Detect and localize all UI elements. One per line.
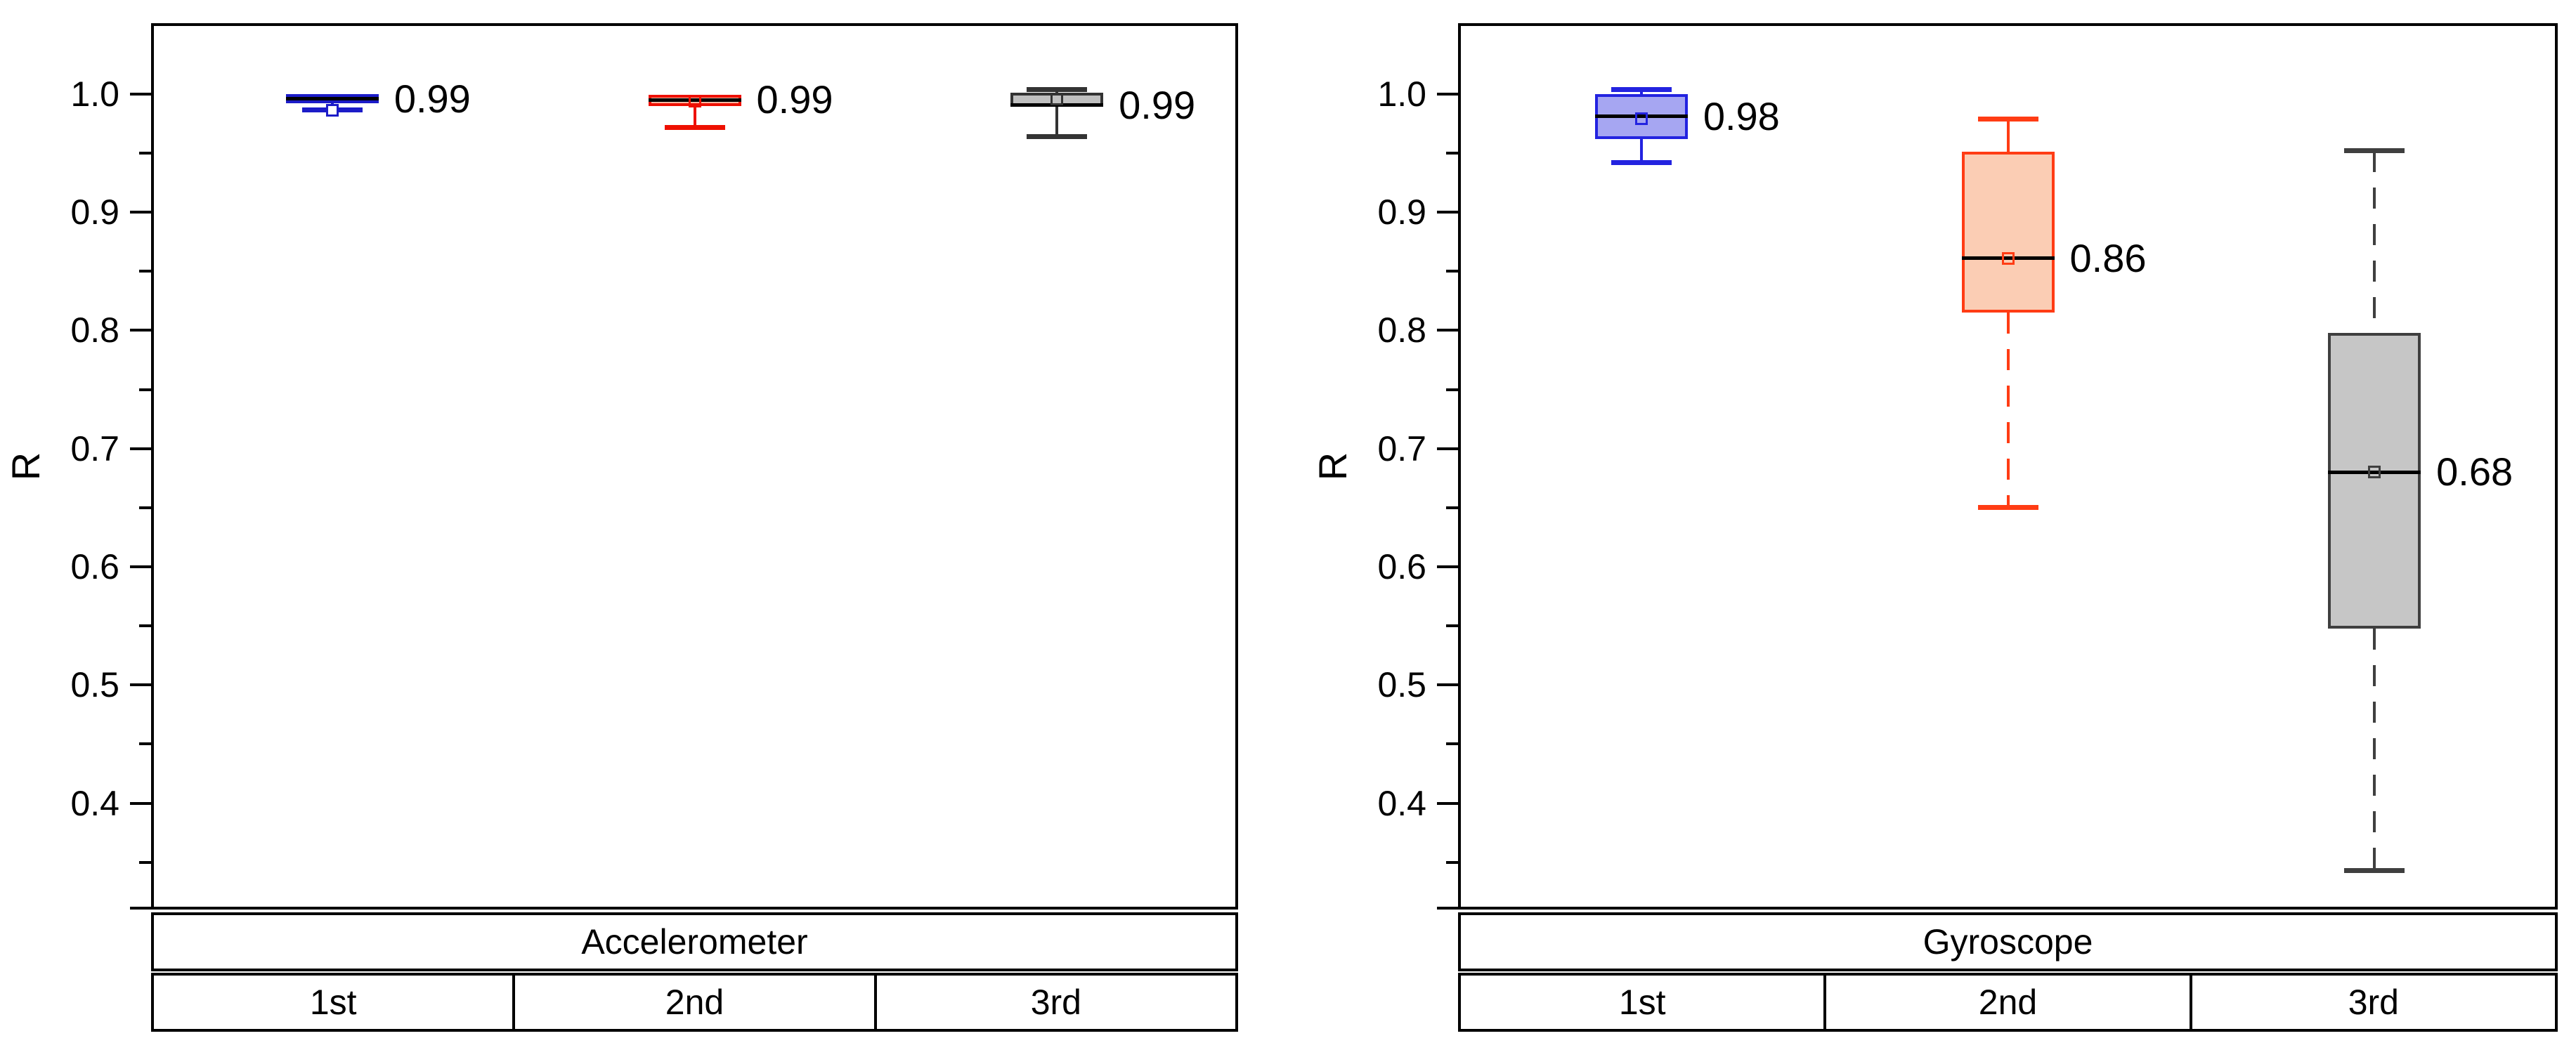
gyroscope-y-tick-label: 0.9 (1377, 192, 1426, 232)
gyroscope-box-3rd-median-line (2328, 470, 2421, 474)
gyroscope-box-1st-upper-cap (1611, 86, 1672, 92)
gyroscope-y-major-tick (1437, 92, 1458, 96)
accelerometer-box-2nd-lower-cap (664, 124, 725, 130)
accelerometer-y-major-tick (130, 92, 151, 96)
gyroscope-y-minor-tick (1446, 624, 1458, 628)
gyroscope-box-2nd-median-line (1961, 256, 2055, 261)
gyroscope-y-minor-tick (1446, 270, 1458, 273)
accelerometer-y-minor-tick (139, 152, 151, 155)
gyroscope-y-major-tick (1437, 447, 1458, 450)
accelerometer-y-tick-label: 0.5 (70, 665, 119, 705)
accelerometer-box-1st-mean-marker (325, 103, 339, 117)
gyroscope-y-tick-label: 0.7 (1377, 428, 1426, 468)
gyroscope-axis-end-tick (1437, 907, 1458, 910)
accelerometer-y-tick-label: 0.6 (70, 547, 119, 587)
accelerometer-box-2nd-mean-marker (688, 95, 701, 108)
gyroscope-box-2nd-rect (1961, 152, 2055, 313)
gyroscope-box-2nd-mean-marker (2001, 251, 2015, 265)
accelerometer-y-major-tick (130, 329, 151, 332)
gyroscope-box-2nd-upper-cap (1977, 116, 2038, 122)
gyroscope-y-major-tick (1437, 565, 1458, 569)
accelerometer-box-2nd-median-line (648, 98, 741, 102)
accelerometer-y-axis-title: R (4, 452, 48, 481)
gyroscope-box-1st-mean-marker (1634, 112, 1648, 126)
accelerometer-box-1st-value-label: 0.99 (393, 76, 471, 121)
accelerometer-category-band: 1st 2nd 3rd (151, 973, 1238, 1032)
accelerometer-category-cell-1st: 1st (309, 983, 357, 1022)
gyroscope-box-2nd-upper-whisker (2006, 119, 2010, 152)
gyroscope-category-cell-2nd: 2nd (1823, 976, 2189, 1029)
gyroscope-box-1st-median-line (1594, 114, 1688, 119)
accelerometer-y-major-tick (130, 801, 151, 805)
gyroscope-y-tick-label: 0.8 (1377, 310, 1426, 350)
accelerometer-box-3rd-lower-whisker (1055, 105, 1059, 137)
gyroscope-y-minor-tick (1446, 860, 1458, 864)
accelerometer-y-minor-tick (139, 506, 151, 509)
gyroscope-y-minor-tick (1446, 506, 1458, 509)
gyroscope-category-cell-3rd: 3rd (2189, 976, 2555, 1029)
gyroscope-y-major-tick (1437, 211, 1458, 214)
gyroscope-box-1st-lower-whisker (1639, 138, 1643, 163)
accelerometer-y-minor-tick (139, 624, 151, 628)
accelerometer-box-3rd-mean-marker (1050, 92, 1064, 105)
accelerometer-y-tick-label: 0.8 (70, 310, 119, 350)
gyroscope-box-2nd-lower-whisker (2006, 313, 2010, 508)
accelerometer-y-tick-label: 0.7 (70, 428, 119, 468)
accelerometer-y-minor-tick (139, 270, 151, 273)
accelerometer-y-major-tick (130, 565, 151, 569)
gyroscope-box-2nd-lower-cap (1977, 505, 2038, 511)
accelerometer-title-band: Accelerometer (151, 912, 1238, 971)
accelerometer-y-major-tick (130, 683, 151, 687)
gyroscope-y-minor-tick (1446, 388, 1458, 391)
gyroscope-y-minor-tick (1446, 152, 1458, 155)
gyroscope-y-tick-label: 0.4 (1377, 783, 1426, 823)
gyroscope-category-cell-1st: 1st (1618, 983, 1666, 1022)
gyroscope-box-3rd-upper-whisker (2373, 150, 2376, 333)
accelerometer-y-major-tick (130, 211, 151, 214)
gyroscope-box-2nd-value-label: 0.86 (2069, 235, 2147, 280)
accelerometer-box-3rd-median-line (1010, 103, 1104, 107)
gyroscope-box-1st-lower-cap (1611, 160, 1672, 166)
accelerometer-y-minor-tick (139, 860, 151, 864)
gyroscope-title-band: Gyroscope (1458, 912, 2558, 971)
gyroscope-y-tick-label: 0.5 (1377, 665, 1426, 705)
gyroscope-box-3rd-lower-whisker (2373, 628, 2376, 871)
gyroscope-box-1st-value-label: 0.98 (1703, 93, 1780, 138)
accelerometer-box-3rd-upper-cap (1027, 86, 1088, 92)
gyroscope-y-tick-label: 1.0 (1377, 74, 1426, 114)
gyroscope-y-tick-label: 0.6 (1377, 547, 1426, 587)
accelerometer-box-1st-median-line (285, 97, 379, 101)
accelerometer-y-tick-label: 1.0 (70, 74, 119, 114)
accelerometer-y-major-tick (130, 447, 151, 450)
accelerometer-box-2nd-lower-whisker (693, 105, 696, 128)
gyroscope-y-axis-title: R (1310, 452, 1355, 481)
accelerometer-y-minor-tick (139, 388, 151, 391)
accelerometer-category-cell-2nd: 2nd (512, 976, 873, 1029)
accelerometer-y-tick-label: 0.9 (70, 192, 119, 232)
gyroscope-y-minor-tick (1446, 742, 1458, 746)
accelerometer-box-3rd-lower-cap (1027, 134, 1088, 140)
gyroscope-plot-frame (1458, 23, 2558, 910)
gyroscope-y-major-tick (1437, 329, 1458, 332)
gyroscope-category-band: 1st 2nd 3rd (1458, 973, 2558, 1032)
accelerometer-box-3rd-value-label: 0.99 (1119, 82, 1196, 127)
accelerometer-plot-frame (151, 23, 1238, 910)
gyroscope-y-major-tick (1437, 683, 1458, 687)
gyroscope-box-3rd-value-label: 0.68 (2436, 449, 2513, 494)
gyroscope-box-3rd-mean-marker (2368, 466, 2381, 479)
gyroscope-y-major-tick (1437, 801, 1458, 805)
accelerometer-y-minor-tick (139, 742, 151, 746)
accelerometer-y-tick-label: 0.4 (70, 783, 119, 823)
gyroscope-box-3rd-upper-cap (2344, 148, 2405, 154)
gyroscope-box-3rd-lower-cap (2344, 867, 2405, 873)
accelerometer-axis-end-tick (130, 907, 151, 910)
gyroscope-box-3rd-rect (2328, 332, 2421, 629)
accelerometer-category-cell-3rd: 3rd (873, 976, 1235, 1029)
accelerometer-box-2nd-value-label: 0.99 (756, 77, 833, 122)
